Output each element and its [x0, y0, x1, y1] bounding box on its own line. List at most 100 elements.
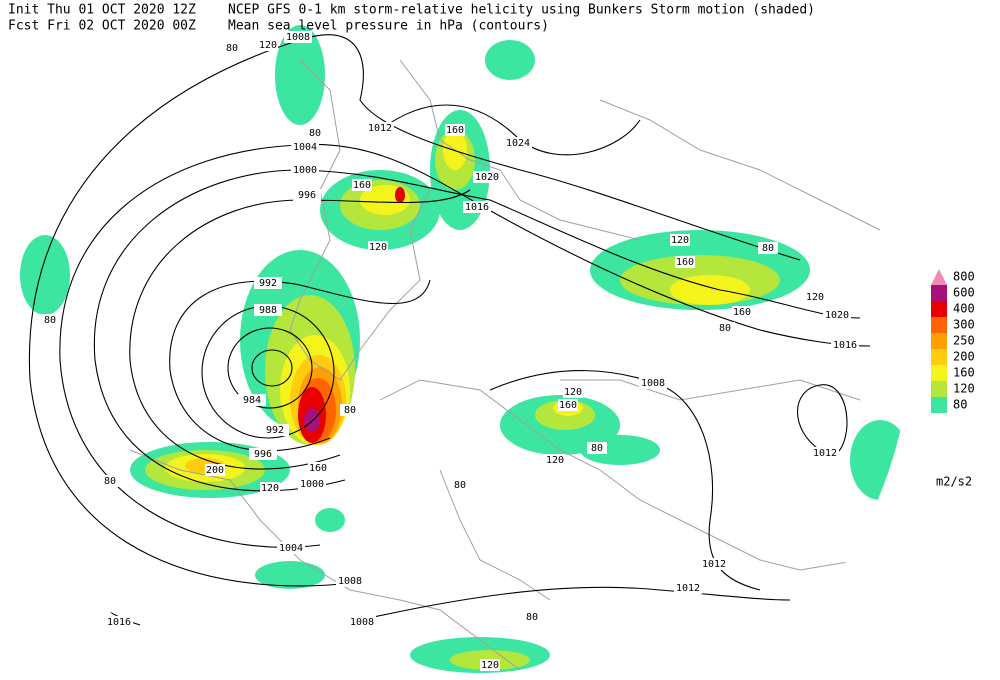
- shade-label: 80: [309, 128, 321, 139]
- isobar-label-bg: [674, 582, 702, 594]
- shade-label: 160: [446, 125, 464, 136]
- isobar-label: 1000: [300, 479, 324, 490]
- shade-label-bg: [352, 179, 372, 191]
- shade-label: 160: [309, 463, 327, 474]
- isobar-label-bg: [473, 171, 501, 183]
- shade-label-bg: [805, 291, 825, 303]
- shade-label: 120: [259, 40, 277, 51]
- isobar-label-bg: [336, 575, 364, 587]
- isobar-label-bg: [284, 31, 312, 43]
- isobar: [251, 349, 293, 387]
- shade-label: 80: [591, 443, 603, 454]
- shade-label-bg: [563, 386, 583, 398]
- shade-label: 120: [261, 483, 279, 494]
- legend-label: 200: [953, 350, 975, 364]
- shade-label: 80: [44, 315, 56, 326]
- shade-label-bg: [260, 482, 280, 494]
- legend-swatch: [931, 269, 947, 285]
- shade-label-bg: [308, 462, 328, 474]
- isobar-layer: [9, 34, 871, 626]
- legend-swatch: [931, 381, 947, 397]
- isobar-label: 1024: [506, 138, 530, 149]
- isobar-label: 1012: [368, 123, 392, 134]
- isobar-label-bg: [831, 339, 859, 351]
- isobar-label: 1012: [702, 559, 726, 570]
- isobar-label: 1020: [825, 310, 849, 321]
- forecast-time: Fcst Fri 02 OCT 2020 00Z: [8, 19, 196, 34]
- isobar-label-bg: [105, 616, 133, 628]
- helicity-area: [485, 40, 535, 80]
- shade-label: 160: [733, 307, 751, 318]
- border: [599, 99, 881, 231]
- shade-label-bg: [758, 242, 778, 254]
- isobar-label-bg: [504, 137, 532, 149]
- shade-label: 80: [454, 480, 466, 491]
- legend-label: 80: [953, 398, 967, 412]
- shade-label: 160: [353, 180, 371, 191]
- coastline: [289, 59, 431, 381]
- isobar-label: 1012: [813, 448, 837, 459]
- isobar: [359, 586, 791, 621]
- shade-label: 120: [671, 235, 689, 246]
- isobar: [797, 384, 848, 456]
- shade-label: 160: [676, 257, 694, 268]
- shade-label-bg: [545, 454, 565, 466]
- shade-label-bg: [205, 464, 225, 476]
- legend-label: 300: [953, 318, 975, 332]
- border: [560, 379, 861, 401]
- legend-swatch: [931, 317, 947, 333]
- coastline: [399, 59, 641, 241]
- isobar: [129, 189, 471, 470]
- legend-unit: m2/s2: [936, 475, 972, 489]
- isobar-label: 1016: [465, 202, 489, 213]
- shade-label: 120: [369, 242, 387, 253]
- isobar-label-bg: [823, 309, 851, 321]
- shade-label-bg: [558, 399, 578, 411]
- shade-label: 80: [226, 43, 238, 54]
- helicity-area: [395, 187, 405, 203]
- shade-label: 80: [762, 243, 774, 254]
- map-area: [9, 25, 910, 673]
- legend-swatch: [931, 365, 947, 381]
- shade-label-bg: [258, 39, 278, 51]
- isobar-label-bg: [291, 164, 319, 176]
- shade-label: 120: [481, 660, 499, 671]
- shade-label-bg: [670, 234, 690, 246]
- isobar-label: 1016: [833, 340, 857, 351]
- isobar-label: 1008: [350, 617, 374, 628]
- helicity-area: [315, 508, 345, 532]
- shade-label-bg: [368, 241, 388, 253]
- coastlines: [129, 59, 881, 671]
- helicity-area: [255, 561, 325, 589]
- isobar: [227, 327, 313, 409]
- isobar-label: 1008: [338, 576, 362, 587]
- shading-layer: [20, 25, 910, 673]
- isobar-label: 1016: [107, 617, 131, 628]
- isobar-label: 1008: [286, 32, 310, 43]
- shade-label: 120: [806, 292, 824, 303]
- shade-label-bg: [40, 314, 60, 326]
- isobar-label: 1004: [293, 142, 317, 153]
- coastline: [379, 379, 861, 571]
- shade-label: 160: [559, 400, 577, 411]
- shade-label-bg: [222, 42, 242, 54]
- isobar-label: 996: [298, 190, 316, 201]
- shade-label: 120: [546, 455, 564, 466]
- isobar-label: 1008: [641, 378, 665, 389]
- map-title: NCEP GFS 0-1 km storm-relative helicity …: [228, 3, 815, 18]
- isobar-label-bg: [291, 141, 319, 153]
- isobar-label-bg: [254, 304, 282, 316]
- shade-label-bg: [445, 124, 465, 136]
- isobar-label: 992: [259, 278, 277, 289]
- legend-swatch: [931, 301, 947, 317]
- isobar: [9, 429, 141, 626]
- shade-label: 200: [206, 465, 224, 476]
- helicity-area: [304, 408, 320, 432]
- shade-label: 80: [719, 323, 731, 334]
- shade-label: 80: [104, 476, 116, 487]
- isobar: [169, 279, 431, 452]
- label-layer: 1008 1012 1024 1004 1000 996 1020 1016 992 988 984…: [40, 31, 859, 671]
- init-time: Init Thu 01 OCT 2020 12Z: [8, 3, 196, 18]
- isobar-label-bg: [254, 277, 282, 289]
